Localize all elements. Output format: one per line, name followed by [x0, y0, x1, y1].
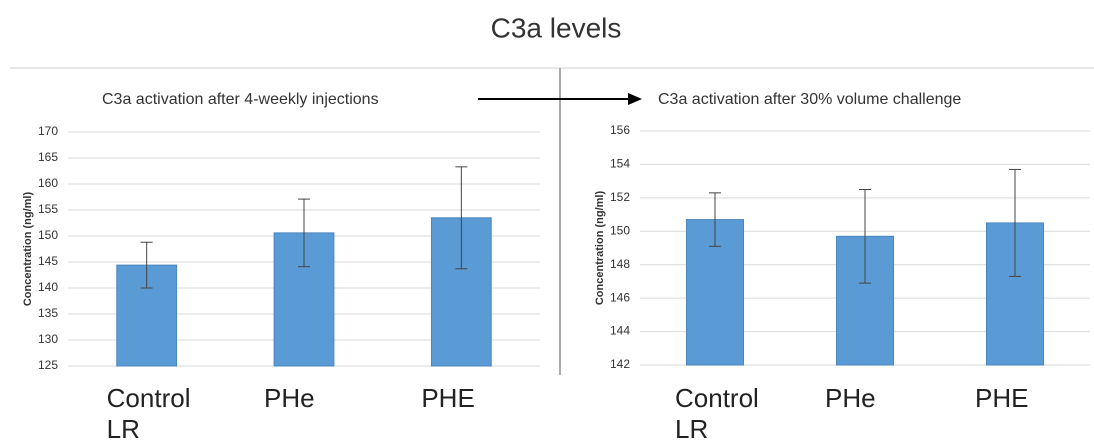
- y-tick-label: 135: [38, 306, 58, 320]
- y-tick-label: 155: [38, 202, 58, 216]
- y-tick-label: 130: [38, 332, 58, 346]
- y-axis-label: Concentration (ng/ml): [22, 192, 34, 307]
- y-tick-label: 170: [38, 124, 58, 138]
- x-tick-label: Control LR: [106, 383, 191, 444]
- y-tick-label: 154: [610, 157, 630, 171]
- y-tick-label: 125: [38, 358, 58, 372]
- x-tick-label: PHE: [421, 383, 475, 413]
- x-tick-label: PHe: [264, 383, 315, 413]
- y-tick-label: 140: [38, 280, 58, 294]
- y-tick-label: 160: [38, 176, 58, 190]
- y-tick-label: 142: [610, 357, 630, 371]
- y-tick-label: 165: [38, 150, 58, 164]
- y-tick-label: 150: [610, 223, 630, 237]
- y-tick-label: 146: [610, 290, 630, 304]
- y-axis-label: Concentration (ng/ml): [594, 191, 606, 306]
- x-tick-label: PHe: [825, 383, 876, 413]
- y-tick-label: 156: [610, 123, 630, 137]
- x-tick-label: Control LR: [675, 383, 759, 444]
- chart-title: C3a activation after 30% volume challeng…: [658, 91, 961, 108]
- y-tick-label: 145: [38, 254, 58, 268]
- y-tick-label: 150: [38, 228, 58, 242]
- y-tick-label: 148: [610, 257, 630, 271]
- chart-title: C3a activation after 4-weekly injections: [102, 91, 379, 108]
- y-tick-label: 152: [610, 190, 630, 204]
- page-title: C3a levels: [491, 12, 622, 43]
- arrow-head: [628, 93, 642, 105]
- y-tick-label: 144: [610, 324, 630, 338]
- x-tick-label: PHE: [975, 383, 1029, 413]
